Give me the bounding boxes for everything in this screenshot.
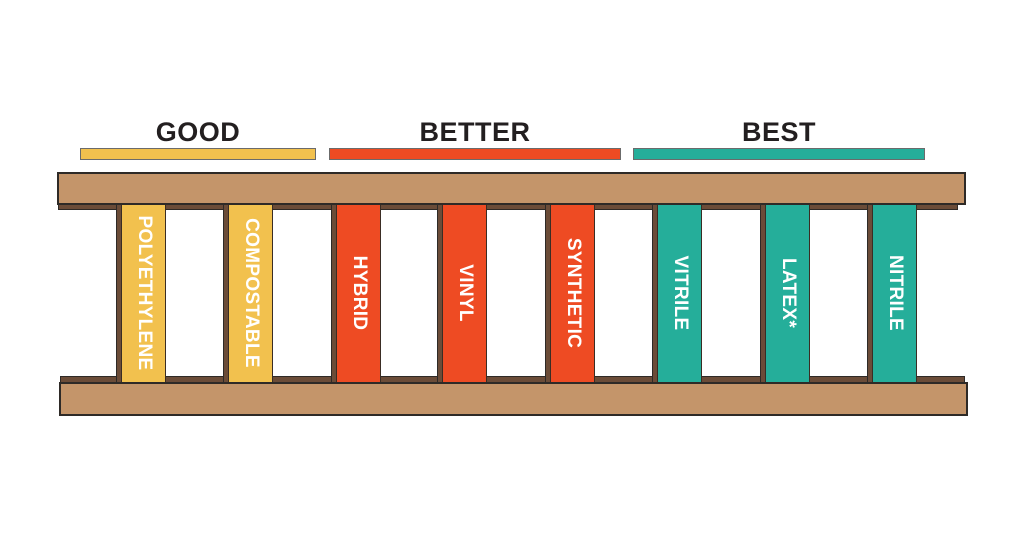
rung-vitrile: VITRILE <box>657 203 702 383</box>
rung-label: LATEX* <box>777 257 799 329</box>
tier-label-better: BETTER <box>419 117 531 147</box>
bottom-rail <box>59 382 968 416</box>
rung-label: POLYETHYLENE <box>133 215 155 371</box>
rung-compostable: COMPOSTABLE <box>228 203 273 383</box>
tier-bar-better <box>329 148 621 160</box>
tier-bar-good <box>80 148 316 160</box>
rung-label: VINYL <box>454 264 476 322</box>
rung-label: VITRILE <box>669 255 691 331</box>
rung-vinyl: VINYL <box>442 203 487 383</box>
rung-polyethylene: POLYETHYLENE <box>121 203 166 383</box>
rung-synthetic: SYNTHETIC <box>550 203 595 383</box>
top-rail <box>57 172 966 205</box>
tier-label-good: GOOD <box>155 117 241 147</box>
tier-bar-best <box>633 148 925 160</box>
rung-latex: LATEX* <box>765 203 810 383</box>
rung-label: COMPOSTABLE <box>240 218 262 368</box>
rung-label: SYNTHETIC <box>562 237 584 349</box>
rung-hybrid: HYBRID <box>336 203 381 383</box>
rung-nitrile: NITRILE <box>872 203 917 383</box>
rung-label: HYBRID <box>348 255 370 331</box>
rung-label: NITRILE <box>884 255 906 331</box>
tier-label-best: BEST <box>741 117 816 147</box>
